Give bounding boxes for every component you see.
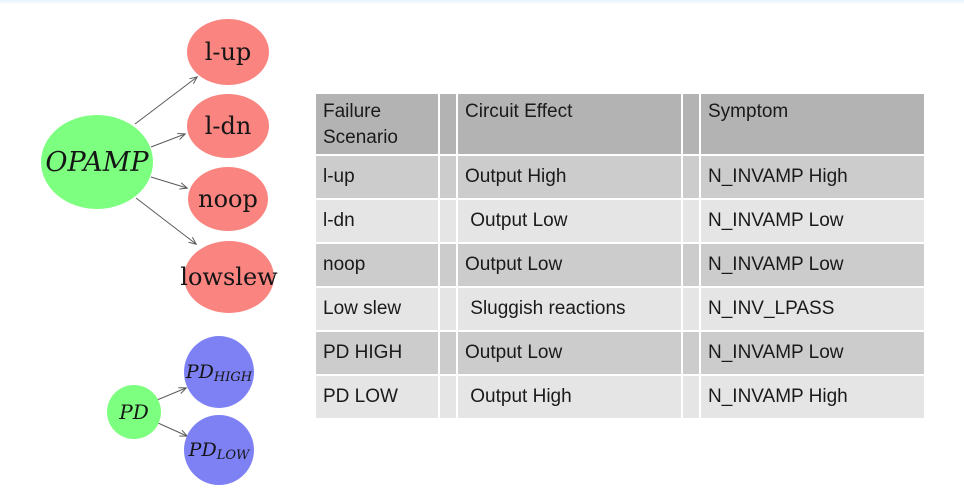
node-pd-high: [184, 336, 254, 408]
cell-effect: Output High: [458, 376, 681, 418]
cell-failure: PD LOW: [316, 376, 438, 418]
node-pd-high-label-main: PD: [185, 361, 214, 383]
row-spacer: [683, 156, 699, 198]
fault-tree-diagram: OPAMP l-up l-dn noop lowslew PD PDHIGH P…: [41, 19, 278, 485]
cell-symptom: N_INVAMP Low: [701, 244, 924, 286]
row-spacer: [440, 288, 456, 330]
cell-symptom: N_INV_LPASS: [701, 288, 924, 330]
cell-effect: Sluggish reactions: [458, 288, 681, 330]
node-noop-label: noop: [198, 185, 258, 213]
cell-effect: Output High: [458, 156, 681, 198]
row-spacer: [440, 332, 456, 374]
header-spacer-1: [440, 94, 456, 154]
node-noop: [188, 167, 268, 231]
node-opamp: [41, 115, 153, 209]
node-l-dn-label: l-dn: [205, 112, 252, 140]
cell-symptom: N_INVAMP High: [701, 156, 924, 198]
row-spacer: [440, 200, 456, 242]
top-accent-strip: [0, 0, 964, 4]
cell-failure: noop: [316, 244, 438, 286]
cell-effect: Output Low: [458, 200, 681, 242]
node-l-up: [187, 19, 269, 85]
row-spacer: [683, 244, 699, 286]
node-pd-low-label: PDLOW: [188, 439, 251, 463]
cell-failure: l-dn: [316, 200, 438, 242]
cell-effect: Output Low: [458, 244, 681, 286]
node-pd-low-label-sub: LOW: [216, 448, 251, 463]
row-spacer: [683, 332, 699, 374]
cell-symptom: N_INVAMP Low: [701, 200, 924, 242]
row-spacer: [683, 200, 699, 242]
edge-pd-pdhigh: [156, 388, 186, 401]
edge-opamp-ldn: [150, 134, 185, 148]
col-header-failure-scenario: Failure Scenario: [316, 94, 438, 154]
header-spacer-2: [683, 94, 699, 154]
cell-effect: Output Low: [458, 332, 681, 374]
node-opamp-label: OPAMP: [45, 147, 149, 178]
col-header-circuit-effect: Circuit Effect: [458, 94, 681, 154]
cell-symptom: N_INVAMP Low: [701, 332, 924, 374]
node-pd-label: PD: [118, 400, 149, 424]
row-spacer: [683, 288, 699, 330]
node-l-up-label: l-up: [205, 38, 252, 66]
row-spacer: [440, 376, 456, 418]
failure-scenario-table: Failure Scenario Circuit Effect Symptom …: [316, 94, 924, 418]
node-lowslew: [184, 241, 274, 313]
node-pd-high-label-sub: HIGH: [213, 370, 253, 385]
col-header-symptom: Symptom: [701, 94, 924, 154]
row-spacer: [440, 156, 456, 198]
cell-failure: Low slew: [316, 288, 438, 330]
node-l-dn: [187, 94, 269, 158]
cell-failure: PD HIGH: [316, 332, 438, 374]
node-lowslew-label: lowslew: [180, 263, 278, 291]
row-spacer: [683, 376, 699, 418]
node-pd-high-label: PDHIGH: [185, 361, 253, 385]
node-pd-low: [184, 415, 254, 485]
edge-opamp-lowslew: [135, 197, 196, 244]
edge-opamp-noop: [150, 176, 187, 188]
edge-opamp-lup: [134, 77, 197, 125]
cell-failure: l-up: [316, 156, 438, 198]
edge-pd-pdlow: [157, 422, 187, 436]
cell-symptom: N_INVAMP High: [701, 376, 924, 418]
row-spacer: [440, 244, 456, 286]
node-pd-low-label-main: PD: [188, 439, 217, 461]
node-pd: [107, 385, 161, 439]
